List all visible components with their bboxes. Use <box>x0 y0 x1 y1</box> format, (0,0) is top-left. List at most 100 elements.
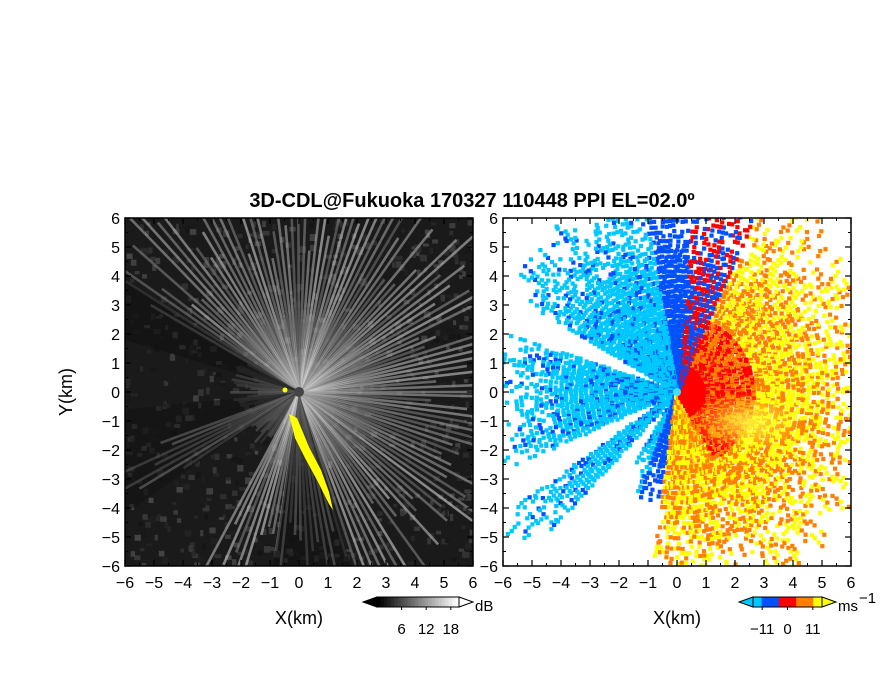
velocity-cell <box>665 340 670 345</box>
velocity-cell <box>602 280 607 285</box>
reflectivity-noise-cell <box>454 255 459 262</box>
reflectivity-noise-cell <box>262 528 267 536</box>
velocity-cell <box>860 339 864 343</box>
velocity-cell <box>761 385 766 390</box>
reflectivity-noise-cell <box>253 275 258 283</box>
velocity-cell <box>801 247 807 252</box>
velocity-cell <box>632 283 637 288</box>
velocity-cell <box>643 316 648 321</box>
colorbar-segment <box>431 597 436 607</box>
velocity-cell <box>811 381 816 386</box>
velocity-cell <box>809 377 815 382</box>
velocity-cell <box>713 275 719 280</box>
velocity-cell <box>761 388 766 393</box>
velocity-cell <box>855 347 859 351</box>
velocity-cell <box>715 292 720 297</box>
velocity-cell <box>623 322 628 327</box>
velocity-cell <box>700 272 706 277</box>
reflectivity-noise-cell <box>395 261 402 268</box>
velocity-cell <box>845 385 850 390</box>
reflectivity-noise-cell <box>235 456 239 460</box>
velocity-cell <box>837 359 842 364</box>
velocity-cell <box>543 281 548 286</box>
velocity-cell <box>713 286 718 291</box>
velocity-cell <box>667 260 672 265</box>
velocity-cell <box>651 240 656 245</box>
velocity-cell <box>736 280 741 285</box>
reflectivity-noise-cell <box>184 530 192 537</box>
velocity-cell <box>625 302 630 307</box>
velocity-cell <box>754 335 759 340</box>
velocity-cell <box>713 254 718 259</box>
velocity-cell <box>724 376 729 381</box>
velocity-cell <box>786 357 792 362</box>
reflectivity-noise-cell <box>225 504 233 510</box>
velocity-cell <box>782 270 788 275</box>
velocity-cell <box>592 258 597 263</box>
velocity-cell <box>716 254 721 259</box>
velocity-cell <box>757 295 762 300</box>
velocity-cell <box>724 302 729 307</box>
reflectivity-ray <box>218 218 301 393</box>
velocity-cell <box>637 253 642 259</box>
velocity-cell <box>668 279 673 284</box>
reflectivity-noise-cell <box>443 249 449 256</box>
velocity-cell <box>690 285 695 290</box>
velocity-cell <box>581 305 586 310</box>
velocity-cell <box>735 297 740 302</box>
velocity-cell <box>681 274 686 280</box>
reflectivity-noise-cell <box>255 312 263 319</box>
velocity-cell <box>791 377 796 382</box>
reflectivity-noise-cell <box>453 320 457 326</box>
velocity-cell <box>820 282 825 287</box>
velocity-cell <box>654 235 659 240</box>
velocity-cell <box>623 242 628 247</box>
velocity-cell <box>789 316 794 322</box>
velocity-cell <box>613 262 619 268</box>
velocity-cell <box>722 359 727 364</box>
velocity-cell <box>615 230 620 235</box>
colorbar-segment <box>414 597 419 607</box>
velocity-cell <box>651 271 656 276</box>
velocity-cell <box>620 232 625 238</box>
velocity-cell <box>722 290 727 295</box>
velocity-cell <box>766 335 771 341</box>
velocity-cell <box>793 360 798 366</box>
velocity-cell <box>793 312 798 317</box>
reflectivity-noise-cell <box>215 261 223 268</box>
reflectivity-yellow-streak <box>289 414 333 510</box>
reflectivity-x-axis-title: X(km) <box>275 608 323 628</box>
reflectivity-ray <box>237 391 301 566</box>
reflectivity-noise-cell <box>388 546 396 551</box>
velocity-cell <box>713 319 718 324</box>
velocity-cell <box>748 258 753 263</box>
reflectivity-noise-cell <box>256 445 263 452</box>
velocity-cell <box>613 246 618 251</box>
velocity-cell <box>749 321 754 326</box>
velocity-cell <box>713 238 718 243</box>
velocity-cell <box>616 251 621 256</box>
velocity-cell <box>637 227 642 232</box>
velocity-cell <box>560 285 565 291</box>
velocity-cell <box>612 258 617 264</box>
velocity-cell <box>566 291 571 296</box>
velocity-cell <box>690 301 695 306</box>
velocity-cell <box>769 241 775 246</box>
reflectivity-noise-cell <box>130 393 138 397</box>
velocity-cell <box>782 360 787 366</box>
velocity-cell <box>766 386 771 391</box>
velocity-cell <box>673 259 678 264</box>
velocity-cell <box>735 344 741 349</box>
velocity-cell <box>770 377 775 382</box>
velocity-cell <box>748 224 753 229</box>
velocity-cell <box>680 314 685 319</box>
velocity-cell <box>602 262 608 268</box>
velocity-cell <box>705 227 711 232</box>
reflectivity-noise-cell <box>446 327 454 332</box>
velocity-cell <box>650 288 655 293</box>
velocity-cell <box>734 284 739 290</box>
velocity-cell <box>765 309 770 315</box>
velocity-cell <box>784 372 789 377</box>
velocity-cell <box>705 299 710 304</box>
